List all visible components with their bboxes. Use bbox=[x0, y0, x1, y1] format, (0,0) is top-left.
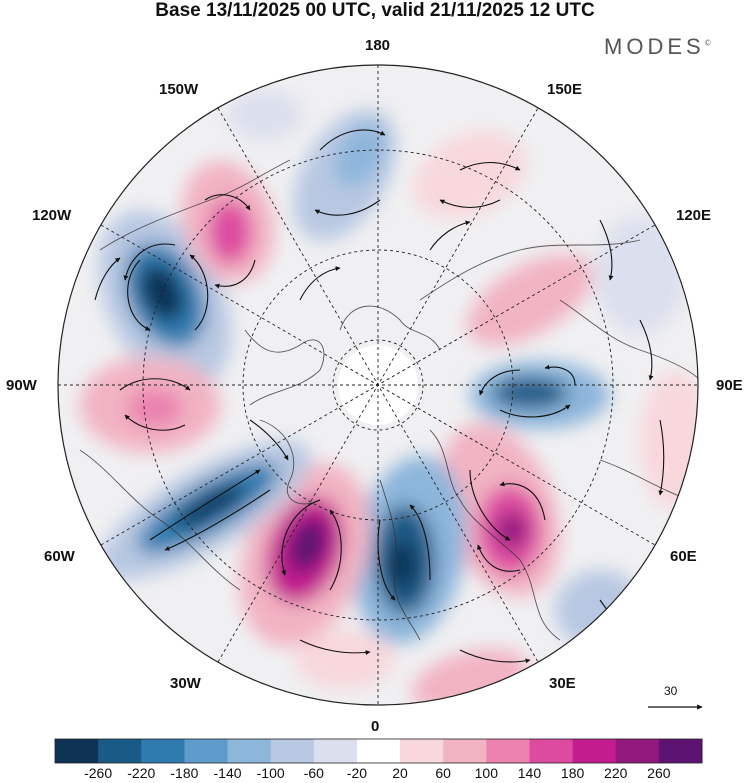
lon-label-90w: 90W bbox=[6, 377, 37, 394]
map-title: Base 13/11/2025 00 UTC, valid 21/11/2025… bbox=[155, 0, 595, 21]
colorbar-tick-label: 100 bbox=[474, 765, 499, 781]
brand-name: MODES bbox=[604, 34, 705, 59]
anomaly-positive-150e bbox=[413, 130, 527, 220]
graticule bbox=[58, 65, 698, 705]
lon-label-30w: 30W bbox=[170, 675, 201, 692]
colorbar-tick-label: 180 bbox=[560, 765, 585, 781]
colorbar-tick-label: -220 bbox=[127, 765, 156, 781]
lon-label-30e: 30E bbox=[549, 675, 576, 692]
lon-label-0: 0 bbox=[371, 718, 380, 735]
colorbar-tick-label: -60 bbox=[303, 765, 324, 781]
colorbar-swatch bbox=[184, 739, 229, 763]
colorbar-swatch bbox=[486, 739, 530, 763]
colorbar-swatch bbox=[658, 739, 703, 763]
anomaly-negative-120e bbox=[595, 215, 685, 335]
anomaly-positive-110e bbox=[467, 254, 593, 346]
lon-label-180: 180 bbox=[365, 37, 391, 54]
brand-logo: MODES© bbox=[604, 34, 711, 60]
colorbar-swatch bbox=[443, 739, 487, 763]
colorbar-tick-label: 260 bbox=[647, 765, 671, 781]
anomaly-positive-150w-core bbox=[208, 200, 252, 264]
brand-mark: © bbox=[704, 38, 711, 48]
colorbar-swatch bbox=[572, 739, 617, 763]
map-border bbox=[57, 64, 699, 706]
colorbar-tick-label: -20 bbox=[346, 765, 368, 781]
anomaly-field bbox=[58, 65, 698, 705]
colorbar-tick-label: -260 bbox=[84, 765, 113, 781]
lon-label-120e: 120E bbox=[676, 207, 712, 224]
coastlines bbox=[79, 159, 698, 641]
colorbar-tick-label: -100 bbox=[256, 765, 285, 781]
colorbar-swatch bbox=[270, 739, 315, 763]
colorbar-tick-label: -180 bbox=[170, 765, 199, 781]
lon-label-120w: 120W bbox=[32, 207, 72, 224]
colorbar-swatch bbox=[615, 739, 660, 763]
colorbar-swatch bbox=[227, 739, 272, 763]
lon-label-150w: 150W bbox=[159, 81, 199, 98]
colorbar-swatch bbox=[529, 739, 574, 763]
colorbar-tick-label: 140 bbox=[517, 765, 542, 781]
anomaly-positive-80e bbox=[640, 370, 698, 510]
anomaly-negative-0-center bbox=[388, 541, 416, 589]
colorbar-tick-label: -140 bbox=[213, 765, 242, 781]
colorbar-tick-label: 60 bbox=[435, 765, 451, 781]
anomaly-negative-60w-center bbox=[174, 483, 246, 529]
lon-label-150e: 150E bbox=[547, 81, 583, 98]
anomaly-negative-180-core bbox=[334, 123, 386, 187]
colorbar bbox=[54, 738, 703, 764]
lon-label-60e: 60E bbox=[670, 548, 697, 565]
colorbar-swatch bbox=[313, 739, 358, 763]
colorbar-swatch bbox=[141, 739, 185, 763]
anomaly-positive-45e-center bbox=[496, 512, 528, 548]
anomaly-negative-50e bbox=[555, 570, 645, 650]
colorbar-swatch bbox=[55, 739, 99, 763]
anomaly-positive-90w-core bbox=[127, 388, 183, 428]
colorbar-swatch bbox=[356, 739, 401, 763]
anomaly-positive-10w bbox=[295, 630, 395, 690]
anomaly-negative-90e-core bbox=[492, 377, 568, 409]
colorbar-border bbox=[54, 738, 703, 764]
anomaly-positive-30w-center bbox=[288, 517, 328, 573]
colorbar-swatch bbox=[400, 739, 444, 763]
anomaly-negative-gulf-alaska-center bbox=[139, 264, 185, 322]
reference-vector-label: 30 bbox=[664, 684, 678, 698]
anomaly-negative-160w bbox=[227, 90, 303, 140]
colorbar-swatch bbox=[98, 739, 142, 763]
lon-label-90e: 90E bbox=[716, 377, 743, 394]
colorbar-tick-label: 20 bbox=[392, 765, 408, 781]
colorbar-tick-label: 220 bbox=[604, 765, 628, 781]
lon-label-60w: 60W bbox=[44, 548, 75, 565]
